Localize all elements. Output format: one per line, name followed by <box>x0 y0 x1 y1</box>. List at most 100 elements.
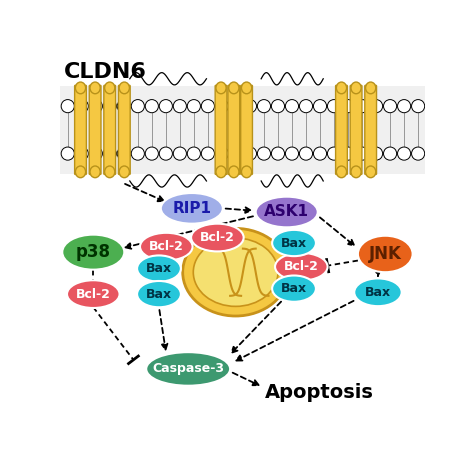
Ellipse shape <box>191 224 244 251</box>
Ellipse shape <box>398 147 410 160</box>
Ellipse shape <box>145 100 158 113</box>
Ellipse shape <box>313 147 327 160</box>
Ellipse shape <box>193 238 278 306</box>
Ellipse shape <box>341 100 355 113</box>
Text: CLDN6: CLDN6 <box>64 63 147 82</box>
Ellipse shape <box>229 100 243 113</box>
Ellipse shape <box>370 147 383 160</box>
Ellipse shape <box>255 197 318 228</box>
Ellipse shape <box>243 147 256 160</box>
Ellipse shape <box>137 281 181 307</box>
Ellipse shape <box>173 100 186 113</box>
Text: p38: p38 <box>76 243 111 261</box>
Ellipse shape <box>105 166 115 178</box>
Ellipse shape <box>337 166 346 178</box>
FancyBboxPatch shape <box>74 85 86 174</box>
Ellipse shape <box>272 100 284 113</box>
Text: Bax: Bax <box>146 288 172 301</box>
Text: Bax: Bax <box>365 286 391 299</box>
Ellipse shape <box>383 147 397 160</box>
FancyBboxPatch shape <box>118 85 130 174</box>
Text: Bax: Bax <box>146 262 172 275</box>
Ellipse shape <box>187 147 201 160</box>
Ellipse shape <box>117 100 130 113</box>
FancyBboxPatch shape <box>241 85 253 174</box>
Ellipse shape <box>90 82 100 94</box>
Ellipse shape <box>201 147 214 160</box>
Ellipse shape <box>216 82 226 94</box>
Ellipse shape <box>341 147 355 160</box>
Ellipse shape <box>67 280 119 308</box>
Ellipse shape <box>241 166 252 178</box>
Ellipse shape <box>201 100 214 113</box>
Ellipse shape <box>285 100 299 113</box>
Ellipse shape <box>89 100 102 113</box>
Ellipse shape <box>383 100 397 113</box>
Ellipse shape <box>356 100 369 113</box>
Text: Bcl-2: Bcl-2 <box>200 231 235 244</box>
Ellipse shape <box>370 100 383 113</box>
Ellipse shape <box>313 100 327 113</box>
FancyBboxPatch shape <box>89 85 101 174</box>
Ellipse shape <box>354 278 401 306</box>
Text: Bax: Bax <box>281 282 307 295</box>
Text: Caspase-3: Caspase-3 <box>152 363 224 375</box>
Text: Bcl-2: Bcl-2 <box>76 288 111 301</box>
Ellipse shape <box>257 147 271 160</box>
Ellipse shape <box>356 147 369 160</box>
Ellipse shape <box>187 100 201 113</box>
Ellipse shape <box>243 100 256 113</box>
FancyBboxPatch shape <box>215 85 227 174</box>
Ellipse shape <box>275 253 328 281</box>
Text: Apoptosis: Apoptosis <box>265 383 374 402</box>
Ellipse shape <box>140 233 192 261</box>
Ellipse shape <box>161 193 223 224</box>
Ellipse shape <box>358 236 413 272</box>
Ellipse shape <box>131 100 145 113</box>
Ellipse shape <box>300 100 312 113</box>
Ellipse shape <box>328 100 341 113</box>
FancyBboxPatch shape <box>228 85 240 174</box>
Bar <box>61 86 425 173</box>
Ellipse shape <box>119 166 129 178</box>
Ellipse shape <box>117 147 130 160</box>
Ellipse shape <box>146 352 230 386</box>
Ellipse shape <box>272 275 316 302</box>
Ellipse shape <box>75 166 86 178</box>
Ellipse shape <box>216 166 226 178</box>
Text: Bcl-2: Bcl-2 <box>149 240 184 253</box>
Ellipse shape <box>103 147 116 160</box>
Ellipse shape <box>61 100 74 113</box>
Text: Bcl-2: Bcl-2 <box>284 260 319 273</box>
Ellipse shape <box>159 147 173 160</box>
Ellipse shape <box>241 82 252 94</box>
Ellipse shape <box>229 147 243 160</box>
Ellipse shape <box>182 228 289 316</box>
Ellipse shape <box>89 147 102 160</box>
Ellipse shape <box>75 100 88 113</box>
Ellipse shape <box>365 166 376 178</box>
Ellipse shape <box>90 166 100 178</box>
Ellipse shape <box>131 147 145 160</box>
Ellipse shape <box>398 100 410 113</box>
Text: Bax: Bax <box>281 237 307 249</box>
Ellipse shape <box>159 100 173 113</box>
Ellipse shape <box>337 82 346 94</box>
Ellipse shape <box>215 147 228 160</box>
Ellipse shape <box>119 82 129 94</box>
Ellipse shape <box>272 230 316 256</box>
Ellipse shape <box>411 147 425 160</box>
Ellipse shape <box>105 82 115 94</box>
FancyBboxPatch shape <box>350 85 362 174</box>
Text: RIP1: RIP1 <box>173 201 211 216</box>
Ellipse shape <box>411 100 425 113</box>
Ellipse shape <box>351 166 361 178</box>
Ellipse shape <box>75 147 88 160</box>
Ellipse shape <box>75 82 86 94</box>
Ellipse shape <box>103 100 116 113</box>
Ellipse shape <box>61 147 74 160</box>
Ellipse shape <box>62 235 124 270</box>
Ellipse shape <box>145 147 158 160</box>
Ellipse shape <box>351 82 361 94</box>
Ellipse shape <box>272 147 284 160</box>
